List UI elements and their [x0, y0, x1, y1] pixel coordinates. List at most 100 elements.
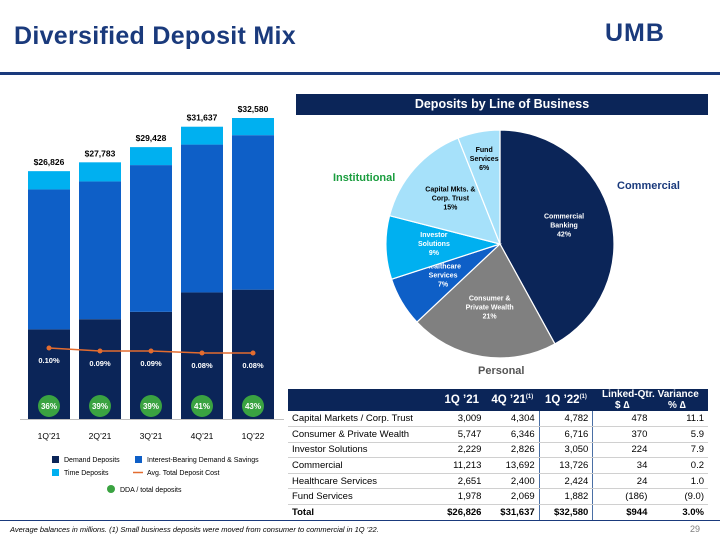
pie-group-personal: Personal — [478, 365, 524, 377]
umb-logo: UMB — [603, 20, 700, 44]
cell-c1: 11,213 — [438, 457, 486, 474]
pie-slice-commercial-banking — [499, 129, 615, 345]
header-1q21: 1Q ’21 — [438, 389, 486, 411]
cell-c2: 2,069 — [485, 488, 540, 506]
x-tick-label: 4Q’21 — [191, 431, 214, 441]
dda-ratio-label: 43% — [245, 402, 261, 411]
table-row: Capital Markets / Corp. Trust 3,009 4,304 4… — [288, 411, 708, 428]
bar-interest-bearing-demand-savings-3 — [181, 144, 223, 293]
cell-c2: 2,400 — [485, 473, 540, 490]
table-row: Healthcare Services 2,651 2,400 2,424 24 1.0 — [288, 473, 708, 490]
dda-ratio-label: 39% — [143, 402, 159, 411]
deposit-cost-point — [199, 350, 205, 356]
footnote-ref: (1) — [579, 394, 587, 401]
cell-name: Healthcare Services — [288, 473, 438, 490]
bar-total-label: $26,826 — [34, 157, 65, 167]
cell-d: 34 — [592, 457, 652, 474]
page-number: 29 — [690, 524, 701, 534]
pie-slice-label: Fund Services 6% — [470, 147, 499, 172]
pie-slice-fund-services — [457, 129, 501, 245]
cell-c1: 2,229 — [438, 442, 486, 459]
dda-ratio-circle — [38, 395, 60, 417]
table-row: Fund Services 1,978 2,069 1,882 (186) (9.0) — [288, 488, 708, 506]
table-row: Investor Solutions 2,229 2,826 3,050 224 7.9 — [288, 442, 708, 459]
dda-ratio-label: 41% — [194, 402, 210, 411]
cell-name: Commercial — [288, 457, 438, 474]
legend-demand-deposits-swatch — [52, 456, 59, 463]
bar-time-deposits-1 — [79, 162, 121, 182]
table-header-row: 1Q ’21 4Q ’21(1) 1Q ’22(1) Linked-Qtr. V… — [288, 389, 708, 411]
cell-d: 370 — [592, 426, 652, 443]
bar-total-label: $32,580 — [238, 104, 269, 114]
total-p: 3.0% — [651, 504, 708, 521]
legend-interest-bearing: Interest-Bearing Demand & Savings — [147, 457, 259, 464]
cell-p: 1.0 — [651, 473, 708, 490]
x-tick-label: 1Q’21 — [38, 431, 61, 441]
legend-demand-deposits: Demand Deposits — [64, 457, 120, 464]
deposit-cost-point — [97, 348, 103, 354]
deposit-cost-point — [148, 348, 154, 354]
cell-c2: 2,826 — [485, 442, 540, 459]
line-of-business-pie-chart: Commercial Banking 42% Consumer & Private We… — [333, 129, 680, 377]
pie-group-commercial: Commercial — [617, 180, 680, 192]
table-row: Consumer & Private Wealth 5,747 6,346 6,716… — [288, 426, 708, 443]
deposit-cost-label: 0.10% — [38, 356, 60, 365]
variance-percent-header: % ∆ — [667, 400, 686, 411]
logo-text: UMB — [605, 20, 665, 44]
legend-dda-ratio-swatch — [107, 485, 115, 493]
bar-total-label: $27,783 — [85, 148, 116, 158]
cell-name: Investor Solutions — [288, 442, 438, 459]
cell-c3: 3,050 — [538, 442, 594, 459]
title-divider — [0, 72, 720, 75]
footer-divider — [0, 520, 720, 521]
total-name: Total — [288, 504, 438, 521]
header-variance: Linked-Qtr. Variance $ ∆ % ∆ — [592, 389, 708, 411]
pie-slice-label: Healthcare Services 7% — [425, 264, 461, 289]
footnote-ref: (1) — [525, 394, 534, 401]
table-total-row: Total $26,826 $31,637 $32,580 $944 3.0% — [288, 504, 708, 521]
cell-name: Capital Markets / Corp. Trust — [288, 411, 438, 428]
legend-dda-ratio: DDA / total deposits — [120, 487, 182, 494]
header-name — [288, 389, 438, 411]
bar-time-deposits-4 — [232, 118, 274, 136]
cell-d: 224 — [592, 442, 652, 459]
bar-total-label: $31,637 — [187, 113, 218, 123]
bar-time-deposits-3 — [181, 126, 223, 145]
dda-ratio-circle — [191, 395, 213, 417]
x-tick-label: 1Q’22 — [242, 431, 265, 441]
deposit-cost-point — [250, 350, 256, 356]
cell-p: 5.9 — [651, 426, 708, 443]
dda-ratio-label: 36% — [41, 402, 57, 411]
cell-c2: 4,304 — [485, 411, 540, 428]
legend-deposit-cost: Avg. Total Deposit Cost — [147, 470, 220, 477]
cell-c3: 13,726 — [538, 457, 594, 474]
legend-time-deposits: Time Deposits — [64, 470, 109, 477]
deposit-cost-label: 0.08% — [191, 361, 213, 370]
deposit-cost-label: 0.09% — [140, 359, 162, 368]
dda-ratio-circle — [242, 395, 264, 417]
table-row: Commercial 11,213 13,692 13,726 34 0.2 — [288, 457, 708, 474]
cell-p: 0.2 — [651, 457, 708, 474]
bar-interest-bearing-demand-savings-1 — [79, 181, 121, 320]
header-1q22: 1Q ’22(1) — [539, 389, 593, 411]
bar-time-deposits-0 — [28, 171, 70, 190]
cell-c3: 1,882 — [538, 488, 594, 506]
cell-p: 7.9 — [651, 442, 708, 459]
total-d: $944 — [592, 504, 652, 521]
x-tick-label: 2Q’21 — [89, 431, 112, 441]
dda-ratio-label: 39% — [92, 402, 108, 411]
deposit-cost-label: 0.09% — [89, 359, 111, 368]
deposit-cost-point — [46, 345, 52, 351]
total-c1: $26,826 — [438, 504, 486, 521]
bar-interest-bearing-demand-savings-0 — [28, 189, 70, 330]
cell-c2: 6,346 — [485, 426, 540, 443]
x-tick-label: 3Q’21 — [140, 431, 163, 441]
cell-d: 478 — [592, 411, 652, 428]
footnote: Average balances in millions. (1) Small … — [10, 525, 379, 534]
cell-c3: 4,782 — [538, 411, 594, 428]
deposit-table: 1Q ’21 4Q ’21(1) 1Q ’22(1) Linked-Qtr. V… — [288, 389, 708, 521]
cell-p: (9.0) — [651, 488, 708, 506]
cell-c1: 1,978 — [438, 488, 486, 506]
cell-d: (186) — [592, 488, 652, 506]
bar-interest-bearing-demand-savings-4 — [232, 135, 274, 290]
